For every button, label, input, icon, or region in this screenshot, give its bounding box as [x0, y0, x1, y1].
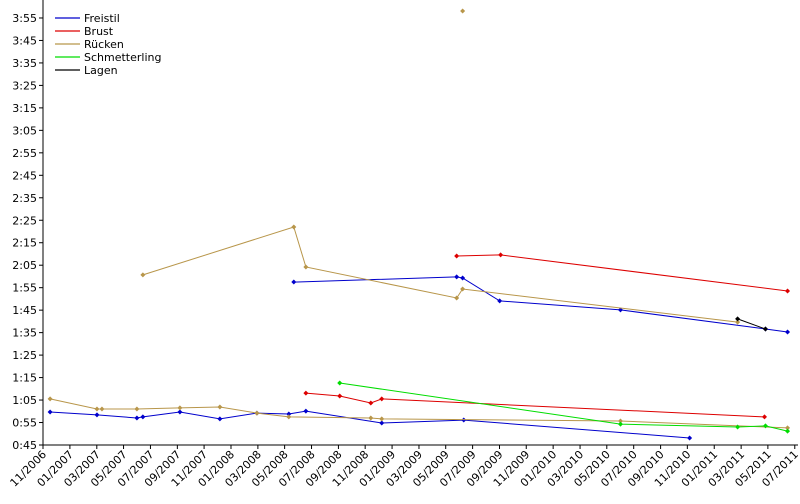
point-marker	[617, 421, 623, 427]
y-tick-label: 2:45	[12, 169, 37, 182]
point-marker	[460, 8, 466, 14]
point-marker	[291, 279, 297, 285]
point-marker	[286, 411, 292, 417]
point-marker	[379, 420, 385, 426]
y-tick-label: 3:45	[12, 34, 37, 47]
point-marker	[460, 275, 466, 281]
point-marker	[337, 393, 343, 399]
y-tick-label: 3:25	[12, 79, 37, 92]
y-tick-label: 2:55	[12, 147, 37, 160]
point-marker	[291, 224, 297, 230]
point-marker	[687, 435, 693, 441]
series-line	[50, 11, 787, 428]
legend-label: Schmetterling	[84, 51, 161, 64]
point-marker	[99, 406, 105, 412]
point-marker	[454, 274, 460, 280]
y-tick-label: 1:15	[12, 372, 37, 385]
point-marker	[47, 409, 53, 415]
point-marker	[785, 288, 791, 294]
point-marker	[134, 415, 140, 421]
legend-label: Rücken	[84, 38, 124, 51]
point-marker	[460, 286, 466, 292]
point-marker	[177, 409, 183, 415]
y-tick-label: 0:45	[12, 439, 37, 452]
point-marker	[785, 329, 791, 335]
point-marker	[140, 414, 146, 420]
point-marker	[735, 319, 741, 325]
y-tick-label: 2:25	[12, 214, 37, 227]
point-marker	[368, 415, 374, 421]
legend-label: Lagen	[84, 64, 118, 77]
point-marker	[454, 295, 460, 301]
point-marker	[379, 416, 385, 422]
legend-label: Freistil	[84, 12, 120, 25]
series-line	[737, 318, 766, 330]
point-marker	[177, 405, 183, 411]
point-marker	[94, 412, 100, 418]
y-tick-label: 3:05	[12, 124, 37, 137]
y-tick-label: 0:55	[12, 417, 37, 430]
point-marker	[735, 424, 741, 430]
y-tick-label: 2:05	[12, 259, 37, 272]
point-marker	[286, 414, 292, 420]
y-tick-label: 1:25	[12, 349, 37, 362]
point-marker	[368, 400, 374, 406]
y-tick-label: 3:15	[12, 102, 37, 115]
y-tick-label: 1:55	[12, 282, 37, 295]
point-marker	[762, 423, 768, 429]
point-marker	[785, 428, 791, 434]
point-marker	[497, 298, 503, 304]
point-marker	[735, 316, 741, 322]
y-tick-label: 2:35	[12, 192, 37, 205]
point-marker	[461, 417, 467, 423]
point-marker	[785, 425, 791, 431]
y-tick-label: 3:55	[12, 12, 37, 25]
point-marker	[217, 404, 223, 410]
point-marker	[617, 418, 623, 424]
point-marker	[303, 264, 309, 270]
legend-label: Brust	[84, 25, 114, 38]
point-marker	[454, 253, 460, 259]
point-marker	[617, 307, 623, 313]
point-marker	[762, 326, 768, 332]
point-marker	[134, 406, 140, 412]
point-marker	[217, 416, 223, 422]
point-marker	[379, 396, 385, 402]
point-marker	[140, 272, 146, 278]
point-marker	[254, 410, 260, 416]
point-marker	[47, 396, 53, 402]
point-marker	[498, 252, 504, 258]
y-tick-label: 1:05	[12, 394, 37, 407]
point-marker	[303, 408, 309, 414]
y-tick-label: 1:35	[12, 327, 37, 340]
y-tick-label: 3:35	[12, 57, 37, 70]
point-marker	[337, 380, 343, 386]
point-marker	[761, 414, 767, 420]
point-marker	[303, 390, 309, 396]
y-tick-label: 1:45	[12, 304, 37, 317]
y-tick-label: 2:15	[12, 237, 37, 250]
point-marker	[94, 406, 100, 412]
series-line	[50, 276, 788, 439]
